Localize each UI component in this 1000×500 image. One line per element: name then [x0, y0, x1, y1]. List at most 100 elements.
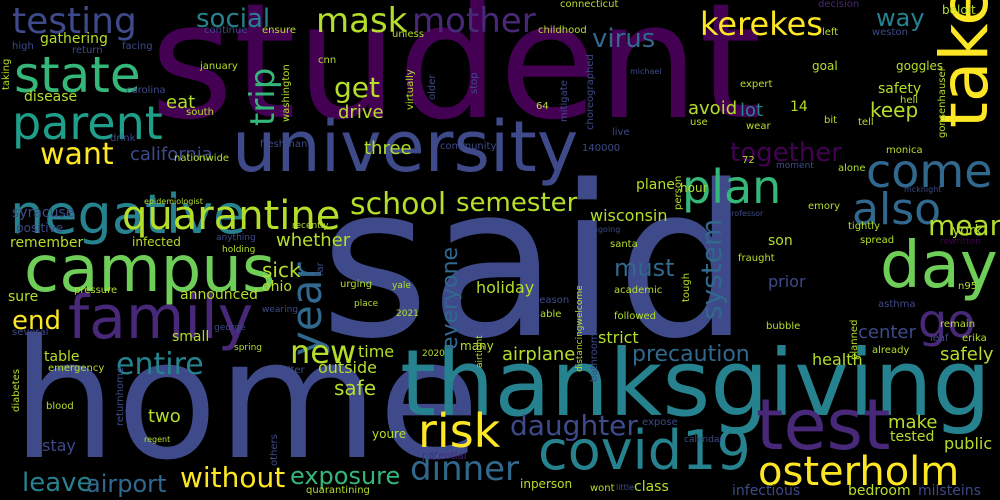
word-able: able	[540, 309, 562, 320]
word-must: must	[614, 254, 675, 282]
word-professor: professor	[726, 209, 764, 218]
word-left: left	[822, 27, 839, 38]
word-140000: 140000	[582, 143, 621, 154]
word-risk: risk	[418, 404, 501, 458]
word-sure: sure	[8, 289, 39, 305]
word-come: come	[866, 144, 993, 198]
word-son: son	[768, 233, 793, 249]
word-school: school	[350, 187, 447, 222]
word-emergency: emergency	[48, 363, 105, 374]
word-remember: remember	[10, 235, 84, 251]
word-bedroom: bedroom	[848, 483, 911, 499]
word-positive: positive	[16, 221, 64, 235]
word-safely: safely	[940, 344, 994, 365]
word-n95: n95	[958, 281, 978, 292]
word-time: time	[358, 342, 395, 361]
word-2020: 2020	[422, 349, 445, 359]
word-sick: sick	[262, 258, 301, 282]
word-also: also	[852, 184, 942, 235]
word-holding: holding	[222, 245, 256, 255]
word-shelter: shelter	[270, 365, 305, 376]
word-south: south	[186, 107, 214, 118]
word-ongoing: ongoing	[588, 225, 621, 234]
word-small: small	[172, 329, 210, 345]
word-return: return	[72, 45, 103, 56]
word-strict: strict	[598, 328, 639, 347]
word-safety: safety	[878, 81, 922, 97]
word-test: test	[756, 384, 891, 466]
word-potential: potential	[422, 451, 467, 462]
word-said: said	[320, 140, 750, 385]
word-facing: facing	[122, 41, 153, 52]
word-home: home	[12, 304, 480, 496]
word-leaf: leaf	[930, 333, 949, 344]
word-choreographed: choreographed	[585, 54, 596, 130]
word-2021: 2021	[396, 309, 419, 319]
word-quarantine: quarantine	[122, 193, 341, 239]
word-bubble: bubble	[766, 321, 801, 332]
word-tested: tested	[890, 429, 935, 445]
word-airtight: airtight	[475, 335, 485, 368]
word-infectious: infectious	[732, 483, 801, 499]
word-keep: keep	[870, 98, 919, 122]
word-january: january	[200, 61, 238, 72]
word-weston: weston	[872, 27, 908, 38]
word-plan: plan	[682, 160, 782, 214]
word-nationwide: nationwide	[174, 153, 230, 164]
word-want: want	[40, 137, 114, 172]
word-blood: blood	[46, 401, 74, 412]
word-covid19: covid19	[538, 419, 751, 482]
word-14: 14	[790, 99, 808, 115]
word-table: table	[44, 349, 80, 365]
word-mean: mean	[928, 209, 1000, 242]
word-parent: parent	[12, 96, 163, 150]
word-64: 64	[536, 101, 549, 112]
word-eat: eat	[166, 92, 196, 113]
word-returnhome: returnhome	[115, 367, 126, 426]
word-person: person	[673, 175, 684, 210]
word-osterholm: osterholm	[758, 449, 960, 495]
word-season: season	[534, 295, 570, 306]
word-connecticut: connecticut	[560, 0, 619, 10]
word-yale: yale	[392, 281, 411, 291]
word-campus: campus	[24, 233, 276, 307]
word-monica: monica	[886, 145, 923, 156]
word-syracuse: syracuse	[12, 205, 75, 221]
word-three: three	[364, 138, 412, 159]
word-diabetes: diabetes	[11, 368, 22, 412]
word-bit: bit	[824, 115, 838, 126]
word-entire: entire	[116, 347, 204, 382]
word-drink: drink	[110, 133, 136, 144]
word-many: many	[460, 339, 494, 353]
word-gonsenhauser: gonsenhauser	[937, 67, 948, 138]
word-family: family	[68, 283, 254, 353]
word-older: older	[427, 74, 438, 100]
word-little: little	[616, 483, 634, 492]
word-center: center	[858, 322, 916, 343]
word-continue: continue	[204, 25, 248, 36]
word-tell: tell	[858, 117, 874, 128]
word-expert: expert	[740, 79, 773, 90]
word-everyone: everyone	[438, 246, 463, 350]
word-dinner: dinner	[410, 449, 520, 489]
word-decision: decision	[818, 0, 860, 10]
word-place: place	[354, 299, 379, 309]
word-thanksgiving: thanksgiving	[400, 330, 991, 437]
word-inperson: inperson	[520, 477, 573, 491]
word-mother: mother	[412, 1, 536, 41]
word-mask: mask	[316, 1, 408, 41]
word-trip: trip	[243, 67, 283, 126]
word-rewritten: rewritten	[940, 237, 981, 247]
word-health: health	[812, 350, 863, 369]
word-washington: washington	[281, 64, 292, 122]
word-distancingwelcome: distancingwelcome	[575, 285, 585, 372]
word-taking: taking	[1, 58, 12, 90]
word-erika: erika	[962, 333, 987, 344]
word-ensure: ensure	[262, 25, 297, 36]
word-plane: plane	[636, 177, 675, 193]
word-avoid: avoid	[688, 98, 738, 119]
word-expose: expose	[642, 417, 678, 428]
word-wearing: wearing	[262, 305, 299, 315]
word-cnn: cnn	[318, 55, 337, 66]
word-community: community	[440, 141, 497, 152]
